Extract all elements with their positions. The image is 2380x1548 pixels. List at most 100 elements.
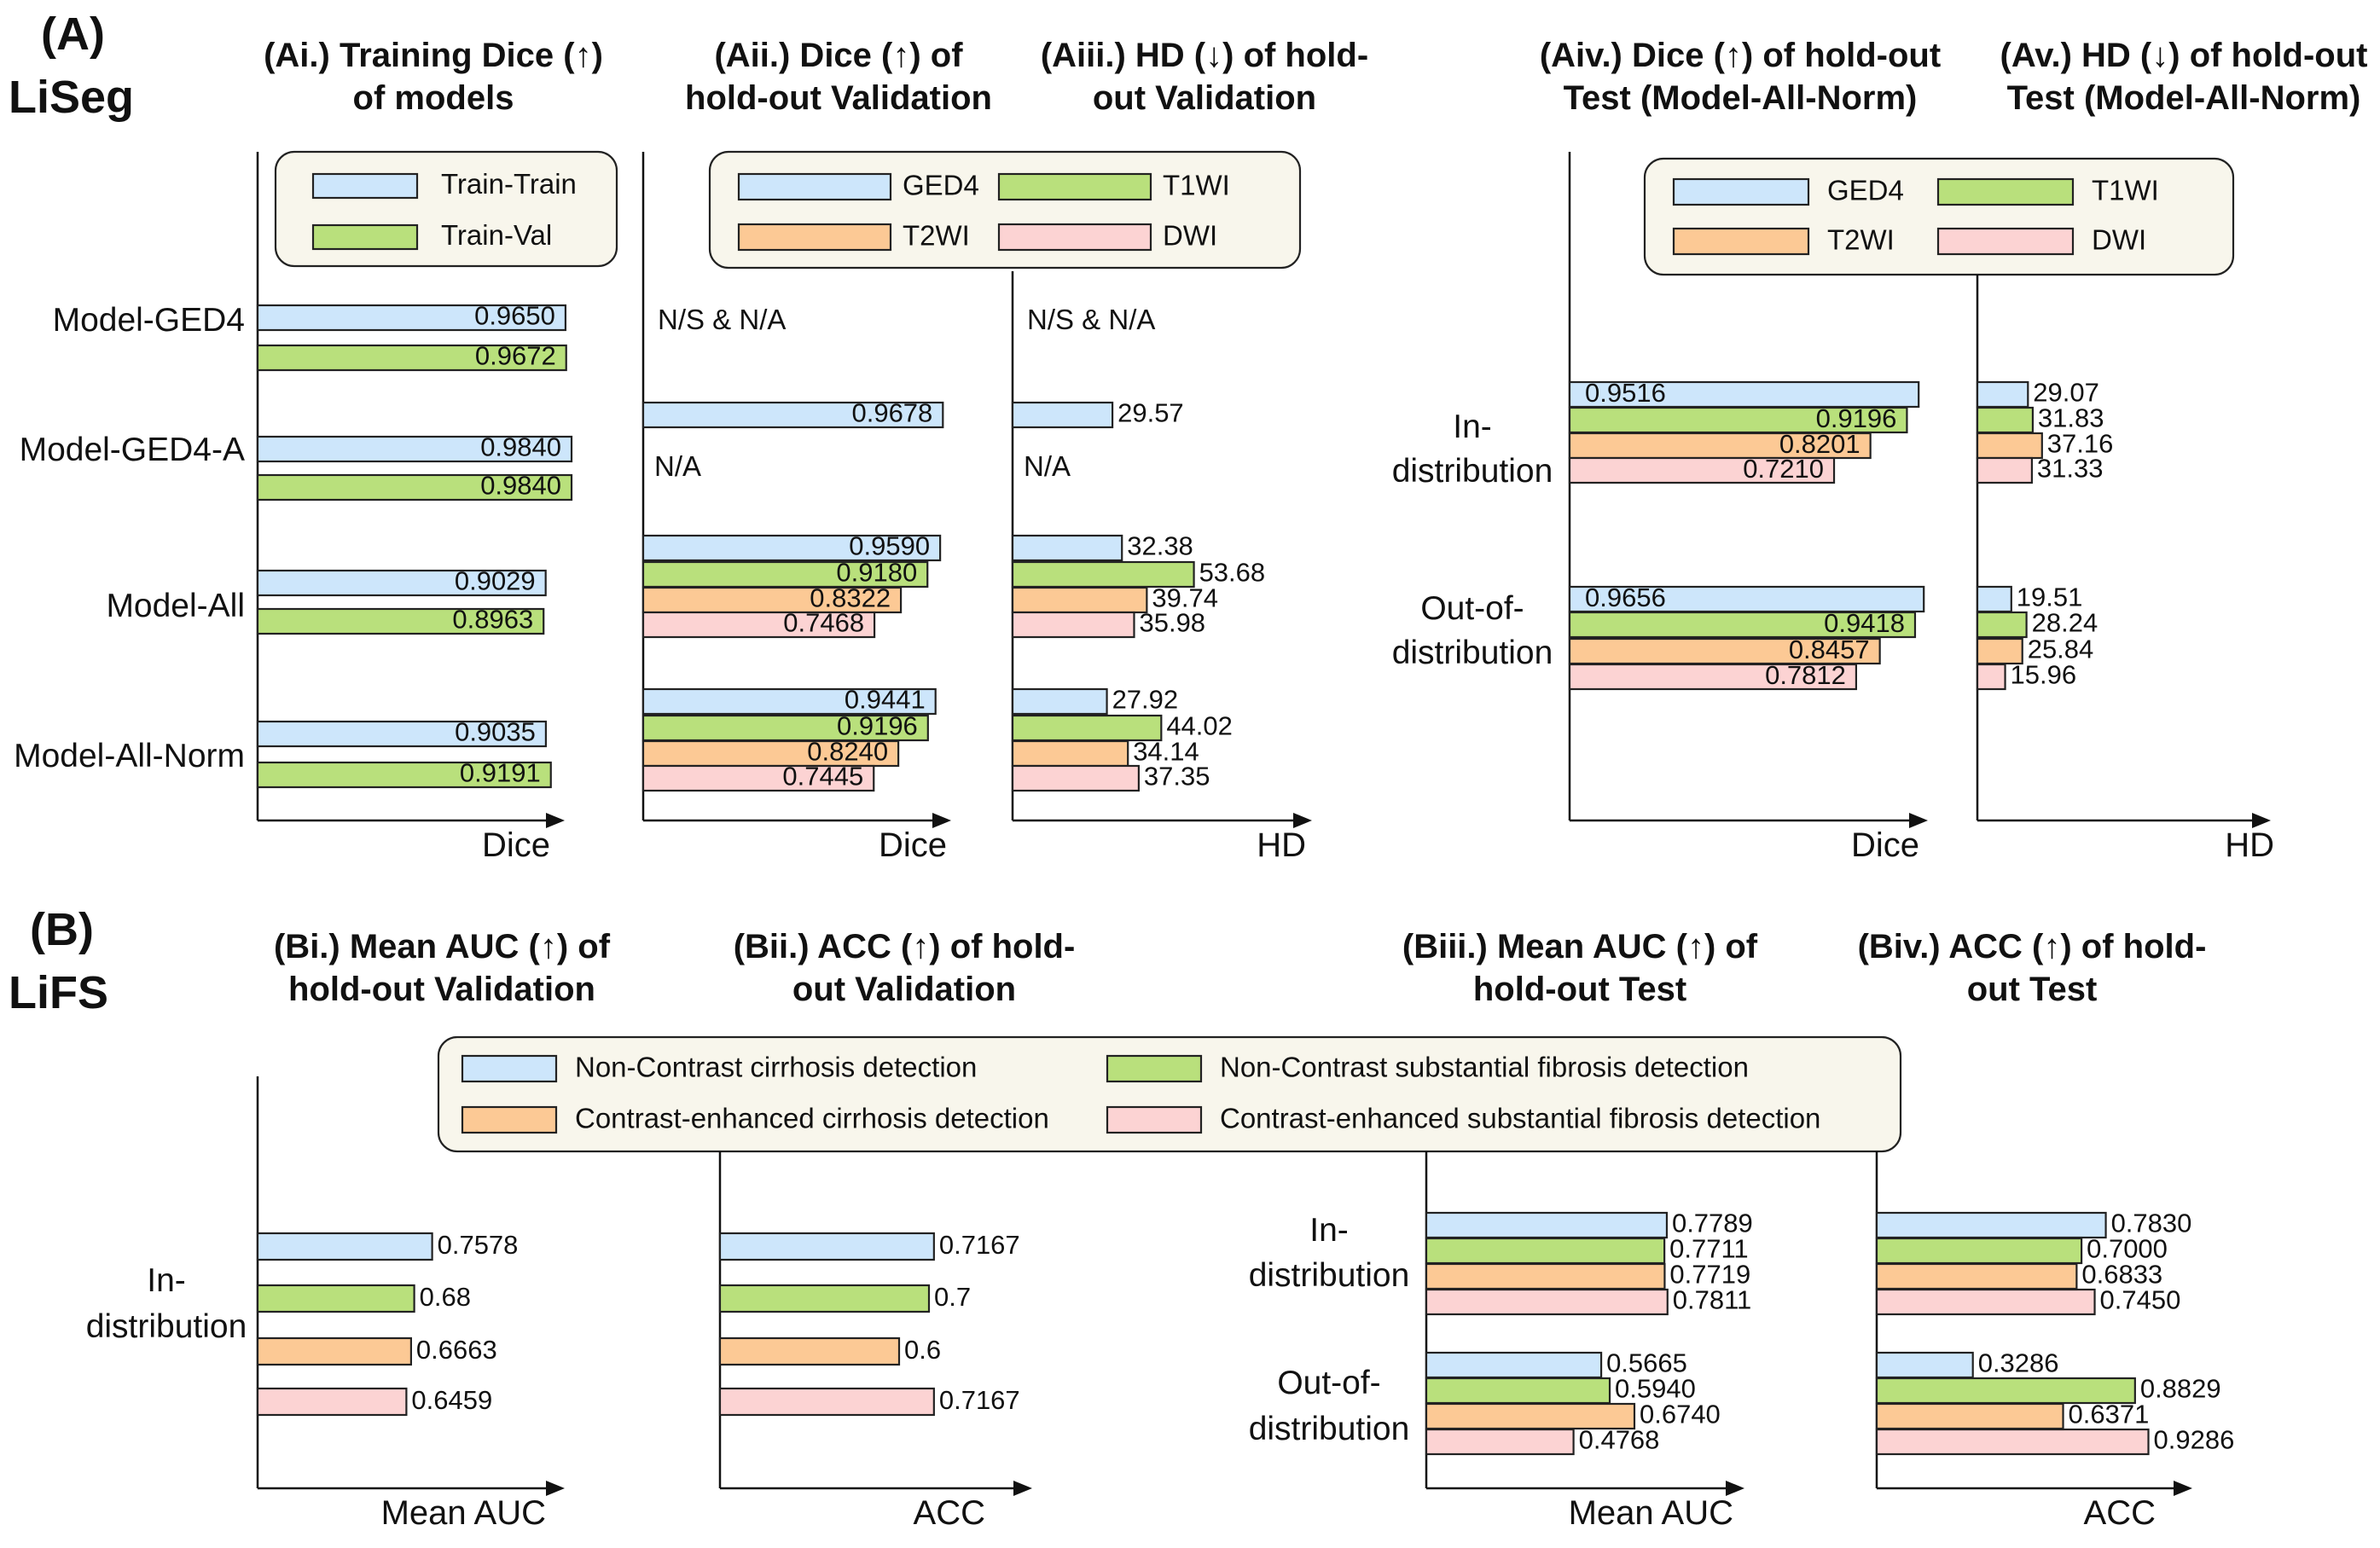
- chart-biii-category-label-1-line-2: distribution: [1249, 1257, 1410, 1294]
- chart-bi-legend-swatch-2: [1106, 1054, 1203, 1083]
- chart-aiii-orange-3-value-label: 34.14: [1133, 737, 1199, 767]
- chart-aii-orange-2-bar: [641, 586, 903, 614]
- chart-av-green-2-bar: [1976, 611, 2028, 639]
- chart-biii-green-2-bar: [1425, 1377, 1611, 1405]
- chart-ai-green-4-bar: [256, 761, 552, 789]
- chart-aiv-x-axis-arrow: [1909, 813, 1928, 828]
- chart-aiv-orange-2-value-label: 0.8457: [1789, 635, 1870, 664]
- chart-bii-blue-1-value-label: 0.7167: [939, 1230, 1020, 1260]
- chart-biv-title-line-1: (Biv.) ACC (↑) of hold-: [1858, 928, 2207, 965]
- chart-aii-green-2-value-label: 0.9180: [836, 558, 917, 588]
- chart-av-orange-1-value-label: 37.16: [2047, 429, 2114, 459]
- chart-ai-blue-3-bar: [256, 569, 547, 597]
- chart-ai-green-4-value-label: 0.9191: [460, 758, 541, 788]
- chart-aiii-title-line-1: (Aiii.) HD (↓) of hold-: [1041, 37, 1368, 74]
- chart-bi-x-axis-arrow: [546, 1481, 565, 1496]
- chart-aii-legend-label-4: DWI: [1163, 220, 1217, 252]
- chart-aiv-category-label-2-line-1: Out-of-: [1420, 590, 1524, 627]
- chart-biv-pink-2-value-label: 0.9286: [2154, 1425, 2235, 1455]
- chart-bi-legend-swatch-1: [461, 1054, 558, 1083]
- chart-aiii-blue-1-bar: [1011, 401, 1114, 429]
- chart-aii-pink-2-value-label: 0.7468: [783, 608, 864, 638]
- chart-biv-title-line-2: out Test: [1967, 971, 2098, 1008]
- chart-av-x-axis-arrow: [2252, 813, 2271, 828]
- chart-biii-orange-1-bar: [1425, 1262, 1666, 1290]
- chart-aii-blue-3-bar: [641, 687, 937, 716]
- chart-ai-green-1-bar: [256, 344, 567, 372]
- chart-biv-green-1-value-label: 0.7000: [2087, 1234, 2168, 1264]
- chart-biii-category-label-2-line-2: distribution: [1249, 1411, 1410, 1447]
- chart-ai-x-axis-arrow: [546, 813, 565, 828]
- chart-aii-blue-2-bar: [641, 534, 942, 562]
- chart-bi-legend-label-3: Contrast-enhanced cirrhosis detection: [575, 1103, 1049, 1134]
- chart-aiii-blue-3-value-label: 27.92: [1112, 685, 1179, 715]
- chart-aii-note-1: N/S & N/A: [658, 304, 786, 335]
- chart-aiv-green-1-bar: [1568, 406, 1908, 434]
- chart-biv-pink-1-bar: [1875, 1288, 2096, 1316]
- chart-bi-legend-swatch-4: [1106, 1105, 1203, 1134]
- chart-ai-legend-swatch-2: [311, 223, 419, 251]
- chart-aiii-blue-1-value-label: 29.57: [1117, 398, 1184, 428]
- chart-aiii-orange-2-value-label: 39.74: [1152, 583, 1218, 613]
- chart-aiv-category-label-1-line-2: distribution: [1392, 453, 1553, 490]
- chart-biv-orange-1-value-label: 0.6833: [2081, 1260, 2162, 1290]
- chart-bi-pink-1-value-label: 0.6459: [411, 1385, 492, 1415]
- chart-biv-pink-1-value-label: 0.7450: [2100, 1285, 2181, 1315]
- chart-aiv-pink-2-value-label: 0.7812: [1765, 660, 1846, 690]
- chart-aii-orange-2-value-label: 0.8322: [810, 583, 891, 613]
- chart-aiv-orange-1-value-label: 0.8201: [1779, 429, 1860, 459]
- chart-av-green-1-bar: [1976, 406, 2035, 434]
- chart-bi-orange-1-value-label: 0.6663: [416, 1335, 497, 1365]
- chart-bii-orange-1-value-label: 0.6: [904, 1335, 941, 1365]
- chart-av-pink-2-bar: [1976, 663, 2006, 691]
- chart-bi-legend-label-4: Contrast-enhanced substantial fibrosis d…: [1220, 1103, 1820, 1134]
- chart-bii-orange-1-bar: [718, 1336, 901, 1366]
- chart-aiii-pink-2-bar: [1011, 611, 1135, 639]
- chart-biii-blue-2-bar: [1425, 1351, 1603, 1379]
- chart-biii-category-label-2-line-1: Out-of-: [1277, 1365, 1380, 1401]
- chart-aiii-pink-3-value-label: 37.35: [1144, 762, 1210, 791]
- chart-ai-blue-4-bar: [256, 720, 548, 748]
- chart-bii-green-1-value-label: 0.7: [934, 1282, 971, 1312]
- chart-ai-category-label-1: Model-GED4: [53, 302, 245, 339]
- chart-av-title-line-2: Test (Model-All-Norm): [2007, 79, 2361, 117]
- chart-aiv-legend-label-1: GED4: [1827, 175, 1904, 206]
- chart-aiv-orange-2-bar: [1568, 637, 1881, 665]
- chart-aiv-category-label-1-line-1: In-: [1453, 409, 1492, 445]
- chart-aiii-title-line-2: out Validation: [1093, 79, 1316, 117]
- chart-av-blue-1-bar: [1976, 380, 2029, 409]
- chart-aiii-orange-2-bar: [1011, 586, 1148, 614]
- section-b-tag: (B): [30, 904, 94, 955]
- chart-biii-blue-1-value-label: 0.7789: [1672, 1209, 1753, 1238]
- chart-aiii-green-2-bar: [1011, 560, 1195, 588]
- chart-bi-blue-1-bar: [256, 1232, 433, 1261]
- chart-av-blue-1-value-label: 29.07: [2033, 378, 2099, 408]
- chart-biii-pink-1-bar: [1425, 1288, 1669, 1316]
- chart-biv-blue-1-bar: [1875, 1211, 2107, 1239]
- chart-ai-category-label-2: Model-GED4-A: [20, 432, 245, 468]
- chart-av-green-1-value-label: 31.83: [2038, 403, 2104, 433]
- chart-bi-legend: [437, 1035, 1902, 1153]
- chart-av-orange-2-value-label: 25.84: [2028, 635, 2094, 664]
- chart-bii-pink-1-bar: [718, 1387, 935, 1417]
- chart-av-blue-2-value-label: 19.51: [2017, 583, 2083, 612]
- chart-biii-x-axis-arrow: [1726, 1481, 1744, 1496]
- section-b-name: LiFS: [9, 967, 108, 1018]
- chart-aiv-green-1-value-label: 0.9196: [1816, 403, 1897, 433]
- chart-aii-orange-3-value-label: 0.8240: [807, 737, 888, 767]
- chart-bi-orange-1-bar: [256, 1336, 413, 1366]
- chart-aiv-category-label-2-line-2: distribution: [1392, 635, 1553, 671]
- chart-aiii-blue-3-bar: [1011, 687, 1108, 716]
- chart-biv-orange-1-bar: [1875, 1262, 2078, 1290]
- chart-aii-legend-swatch-2: [997, 172, 1152, 201]
- chart-aiv-legend-label-2: T1WI: [2092, 175, 2159, 206]
- chart-aiv-blue-2-bar: [1568, 585, 1925, 613]
- chart-ai-legend-label-1: Train-Train: [441, 168, 577, 200]
- chart-biii-pink-1-value-label: 0.7811: [1673, 1285, 1752, 1315]
- chart-aiii-pink-3-bar: [1011, 764, 1141, 792]
- chart-bi-legend-label-1: Non-Contrast cirrhosis detection: [575, 1052, 977, 1083]
- chart-aii-blue-1-bar: [641, 401, 944, 429]
- chart-aii-legend-label-1: GED4: [903, 170, 979, 201]
- chart-biii-green-2-value-label: 0.5940: [1615, 1374, 1696, 1404]
